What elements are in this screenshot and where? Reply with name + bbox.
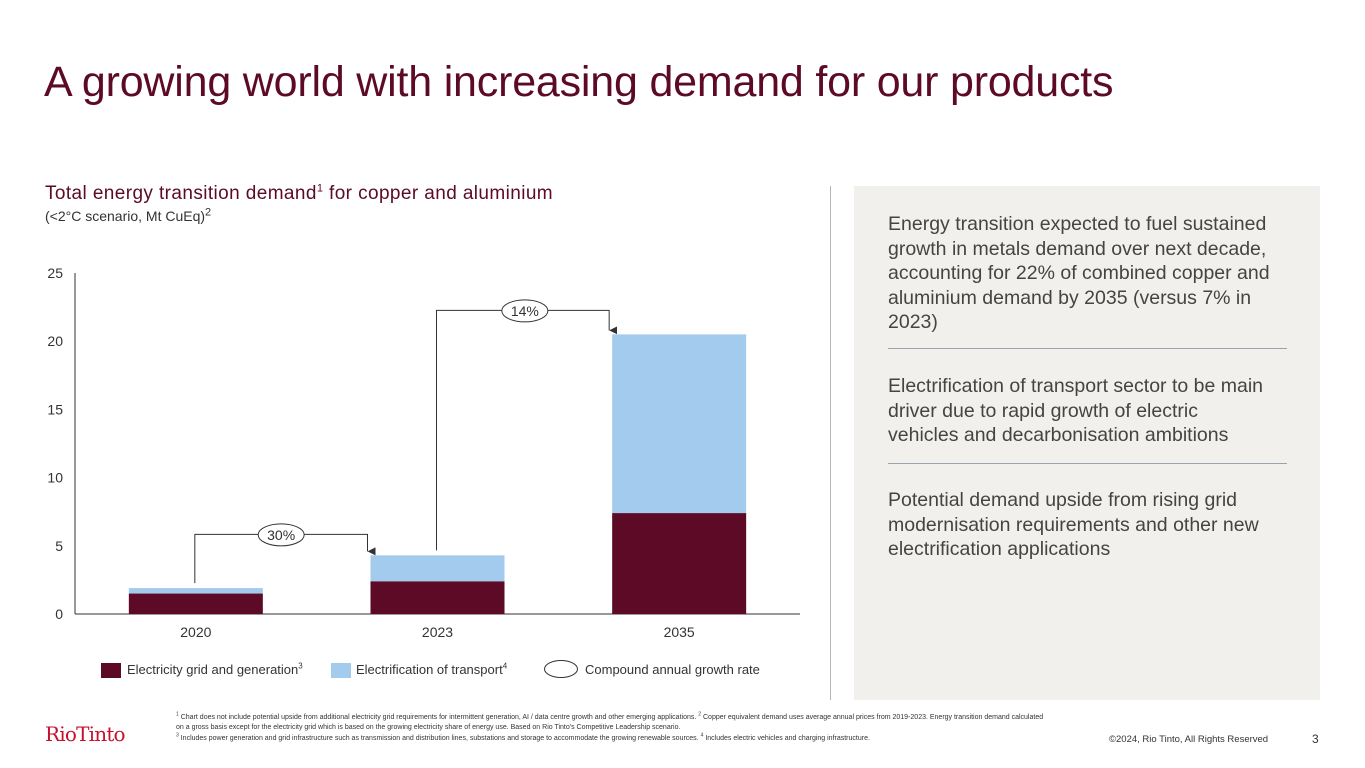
key-point-2: Electrification of transport sector to b… <box>888 375 1264 446</box>
copyright: ©2024, Rio Tinto, All Rights Reserved <box>1109 734 1269 745</box>
cagr-label-2020-2023: 30% <box>267 527 295 543</box>
y-tick-label-20: 20 <box>47 333 63 349</box>
y-tick-label-10: 10 <box>47 470 63 486</box>
legend-cagr-oval-icon <box>544 660 578 678</box>
legend-swatch-grid <box>101 663 121 678</box>
footnote-marker-3: 3 <box>176 732 179 739</box>
bar-2020-series-2 <box>128 588 263 594</box>
chart-title-suffix: for copper and aluminium <box>323 183 554 204</box>
chart-title: Total energy transition demand1 for copp… <box>45 183 553 205</box>
y-tick-label-0: 0 <box>55 606 63 622</box>
demand-bar-chart: 0 5 10 15 20 25 2020 2023 2035 30% 14% <box>47 265 800 640</box>
cagr-oval-2020-2023 <box>257 523 305 547</box>
cagr-connector-2023-2035 <box>436 309 618 551</box>
rio-tinto-logo: RioTinto <box>45 722 126 746</box>
key-point-1: Energy transition expected to fuel susta… <box>888 213 1270 333</box>
legend-label-grid-text: Electricity grid and generation <box>127 662 299 677</box>
x-tick-label-2035: 2035 <box>664 624 695 640</box>
y-tick-label-5: 5 <box>55 538 63 554</box>
x-tick-label-2020: 2020 <box>180 624 211 640</box>
chart-title-main: Total energy transition demand <box>45 183 317 204</box>
bar-2020-series-1 <box>128 593 263 614</box>
legend-swatch-transport <box>331 663 351 678</box>
legend-label-cagr: Compound annual growth rate <box>585 662 760 677</box>
x-tick-label-2023: 2023 <box>422 624 453 640</box>
legend-label-transport-text: Electrification of transport <box>356 662 503 677</box>
y-tick-label-25: 25 <box>47 265 63 281</box>
footnote-marker-1: 1 <box>176 711 179 718</box>
footnote-3: Includes power generation and grid infra… <box>180 734 699 742</box>
chart-subtitle-footnote-ref: 2 <box>205 206 212 219</box>
cagr-label-2023-2035: 14% <box>511 303 539 319</box>
y-tick-label-15: 15 <box>47 401 63 417</box>
legend-label-transport: Electrification of transport4 <box>356 662 507 677</box>
bar-2035-series-1 <box>612 513 747 614</box>
key-point-3: Potential demand upside from rising grid… <box>888 489 1259 560</box>
cagr-oval-2023-2035 <box>501 299 549 323</box>
footnote-4: Includes electric vehicles and charging … <box>705 734 870 742</box>
chart-legend: Electricity grid and generation3 Electri… <box>0 659 820 681</box>
panel-divider-1 <box>888 348 1287 349</box>
page-title: A growing world with increasing demand f… <box>44 58 1114 106</box>
bar-2035-series-2 <box>612 334 747 514</box>
footnote-marker-4: 4 <box>700 732 704 739</box>
chart-subtitle-text: (<2°C scenario, Mt CuEq) <box>45 208 206 224</box>
vertical-divider <box>830 186 831 700</box>
chart-title-footnote-ref: 1 <box>316 182 324 195</box>
page-number: 3 <box>1312 732 1319 746</box>
bar-2023-series-1 <box>370 581 505 614</box>
footnote-2: Copper equivalent demand uses average an… <box>176 714 1044 732</box>
footnote-marker-2: 2 <box>698 711 702 718</box>
panel-divider-2 <box>888 463 1287 464</box>
legend-label-transport-ref: 4 <box>502 661 508 671</box>
legend-label-grid: Electricity grid and generation3 <box>127 662 303 677</box>
footnote-1: Chart does not include potential upside … <box>180 714 697 721</box>
bar-2023-series-2 <box>370 555 505 582</box>
legend-label-grid-ref: 3 <box>298 661 303 671</box>
footnotes: 1 Chart does not include potential upsid… <box>176 711 1046 744</box>
key-points-panel: Energy transition expected to fuel susta… <box>854 186 1320 700</box>
chart-subtitle: (<2°C scenario, Mt CuEq)2 <box>45 206 212 224</box>
